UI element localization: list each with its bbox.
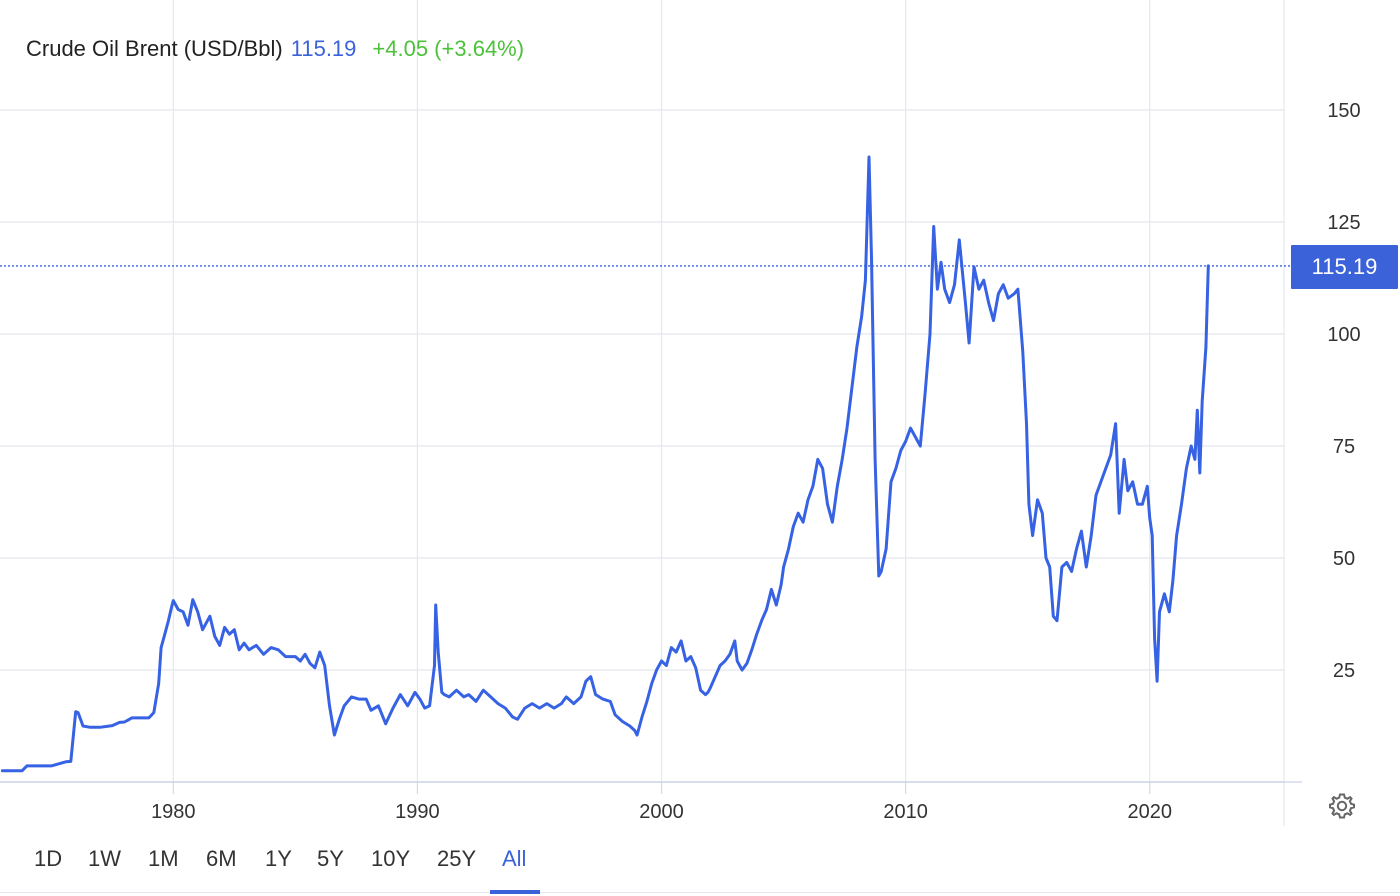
range-5y-button[interactable]: 5Y — [317, 846, 344, 871]
range-1m-button[interactable]: 1M — [148, 846, 179, 871]
x-tick-label: 2000 — [639, 801, 684, 823]
time-range-selector: 1D 1W 1M 6M 1Y 5Y 10Y 25Y All — [0, 832, 1400, 896]
gear-icon[interactable] — [1328, 792, 1356, 820]
last-price: 115.19 — [290, 36, 357, 61]
chart-series-layer — [0, 155, 1210, 773]
x-tick-label: 2020 — [1127, 801, 1172, 823]
price-change: +4.05 (+3.64%) — [372, 36, 525, 61]
instrument-name: Crude Oil Brent (USD/Bbl) — [26, 36, 283, 61]
x-tick-label: 2010 — [883, 801, 928, 823]
range-bar-divider — [0, 892, 1400, 893]
y-tick-label: 125 — [1327, 212, 1360, 234]
range-1w-button[interactable]: 1W — [88, 846, 121, 871]
x-tick-label: 1990 — [395, 801, 440, 823]
range-all-button[interactable]: All — [502, 846, 527, 871]
range-1d-button[interactable]: 1D — [34, 846, 63, 871]
range-6m-button[interactable]: 6M — [206, 846, 237, 871]
chart-header: Crude Oil Brent (USD/Bbl) 115.19 +4.05 (+3… — [26, 36, 524, 62]
range-10y-button[interactable]: 10Y — [371, 846, 411, 871]
y-tick-label: 25 — [1333, 660, 1355, 682]
range-25y-button[interactable]: 25Y — [437, 846, 477, 871]
current-price-tag: 115.19 — [1291, 245, 1398, 289]
chart-grid — [0, 0, 1302, 826]
chart-ticks: 25 50 75 100 125 150 1980 1990 2000 2010 2020 — [151, 100, 1361, 823]
x-tick-label: 1980 — [151, 801, 196, 823]
series-line — [0, 155, 1210, 773]
y-tick-label: 75 — [1333, 436, 1355, 458]
y-tick-label: 50 — [1333, 548, 1355, 570]
y-tick-label: 100 — [1327, 324, 1360, 346]
range-1y-button[interactable]: 1Y — [265, 846, 292, 871]
active-range-indicator — [490, 890, 540, 894]
y-tick-label: 150 — [1327, 100, 1360, 122]
